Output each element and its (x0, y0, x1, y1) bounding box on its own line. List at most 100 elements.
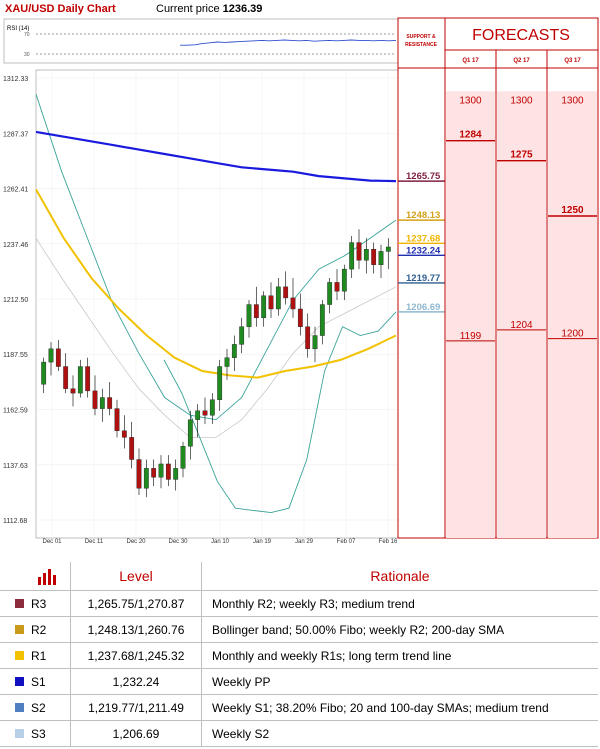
forecast-target: 1250 (561, 205, 584, 216)
level-name: R2 (31, 622, 47, 637)
level-rationale: Weekly S1; 38.20% Fibo; 20 and 100-day S… (201, 694, 598, 721)
sr-level: 1237.68 (398, 233, 445, 244)
forecast-range-bottom (446, 340, 495, 538)
candle-body (312, 335, 318, 350)
level-color-swatch (15, 703, 24, 713)
candle (121, 415, 127, 449)
candle-body (195, 410, 201, 420)
candle (129, 421, 135, 469)
sr-level-value: 1248.13 (406, 210, 440, 221)
candle (224, 348, 230, 380)
candle-body (151, 468, 157, 478)
level-color-swatch (15, 625, 24, 635)
candle-body (41, 361, 47, 385)
sr-level-value: 1232.24 (406, 245, 441, 256)
forecast-columns: Q1 17 1300 1284 1199 Q2 17 1300 1275 1204 Q3 17 1… (446, 58, 597, 538)
candle-body (378, 251, 384, 265)
sma-yellow-line (35, 188, 397, 379)
level-name-cell: R3 (0, 590, 71, 617)
candle-body (85, 366, 91, 392)
candle (305, 313, 311, 358)
x-tick-label: Feb 07 (337, 539, 356, 545)
candle (231, 335, 237, 371)
bars-icon-cell (0, 562, 71, 591)
candle (363, 238, 369, 274)
candle (92, 375, 98, 416)
levels-table-row: R1 1,237.68/1,245.32 Monthly and weekly R1… (0, 642, 598, 669)
candle (180, 441, 186, 478)
level-rationale: Monthly R2; weekly R3; medium trend (201, 590, 598, 617)
candle-body (297, 308, 303, 327)
candle (85, 357, 91, 398)
candle (378, 244, 384, 278)
candle-body (136, 459, 142, 489)
forecast-column: Q3 17 1300 1250 1200 (548, 58, 597, 538)
level-name: R3 (31, 596, 47, 611)
sr-level: 1232.24 (398, 245, 445, 256)
price-label: Current price (156, 3, 220, 15)
x-tick-label: Feb 16 (379, 539, 398, 545)
candle-body (356, 242, 362, 261)
x-tick-label: Jan 29 (295, 539, 314, 545)
candle (312, 326, 318, 363)
candle (261, 291, 267, 327)
forecast-quarter-label: Q3 17 (564, 58, 581, 64)
candle (283, 271, 289, 305)
levels-table-header: Level Rationale (0, 562, 598, 591)
price-panel: 1312.33 1287.37 1262.41 1237.46 1212.50 1187.… (3, 69, 399, 545)
sr-level-value: 1219.77 (406, 273, 440, 284)
sma-gray-line (35, 237, 397, 438)
candle (173, 459, 179, 491)
level-name-cell: S2 (0, 694, 71, 721)
forecast-high: 1300 (510, 95, 533, 106)
level-rationale: Monthly and weekly R1s; long term trend … (201, 642, 598, 669)
candle-body (55, 348, 61, 367)
candle (297, 293, 303, 336)
sr-header-line2: RESISTANCE (405, 42, 438, 48)
candle (107, 382, 113, 416)
candle-body (180, 446, 186, 469)
candle (334, 269, 340, 301)
candle-body (99, 397, 105, 409)
price-value: 1236.39 (222, 3, 263, 15)
forecast-range (497, 91, 546, 330)
candle (41, 357, 47, 394)
candle-body (349, 242, 355, 270)
sr-level: 1265.75 (398, 171, 445, 182)
candle (195, 404, 201, 438)
candle (151, 459, 157, 487)
y-tick-label: 1212.50 (3, 297, 28, 304)
candle (275, 277, 281, 316)
forecast-low: 1204 (510, 320, 533, 331)
candle-body (268, 295, 274, 310)
candle (77, 359, 83, 398)
levels-table-row: R2 1,248.13/1,260.76 Bollinger band; 50.00… (0, 616, 598, 643)
bollinger-lower-line (163, 311, 397, 514)
level-name-cell: R1 (0, 642, 71, 669)
rsi-line (180, 39, 397, 46)
candle-body (63, 366, 69, 389)
forecast-range-bottom (548, 338, 597, 538)
chart-area: RSI (14) 70 30 1312.33 1287.37 1262.41 1237… (3, 17, 599, 545)
candle-body (246, 304, 252, 327)
bollinger-upper-line (35, 94, 397, 421)
forecast-range-bottom (497, 329, 546, 538)
current-price: Current price 1236.39 (156, 3, 262, 15)
candle-body (327, 282, 333, 305)
level-name-cell: S3 (0, 720, 71, 747)
y-axis-ticks: 1312.33 1287.37 1262.41 1237.46 1212.50 1187.… (3, 76, 28, 525)
candle-body (70, 388, 76, 394)
candle (341, 264, 347, 301)
candle-body (165, 463, 171, 480)
candle-body (77, 366, 83, 394)
candle-body (107, 397, 113, 409)
forecast-high: 1300 (459, 95, 482, 106)
candle-body (129, 437, 135, 460)
y-tick-label: 1162.59 (3, 408, 28, 415)
candle-body (92, 390, 98, 409)
candle (143, 459, 149, 498)
rsi-level-30: 30 (24, 52, 30, 58)
forecast-low: 1200 (561, 329, 584, 340)
sr-level: 1206.69 (398, 302, 445, 313)
level-color-swatch (15, 677, 24, 687)
